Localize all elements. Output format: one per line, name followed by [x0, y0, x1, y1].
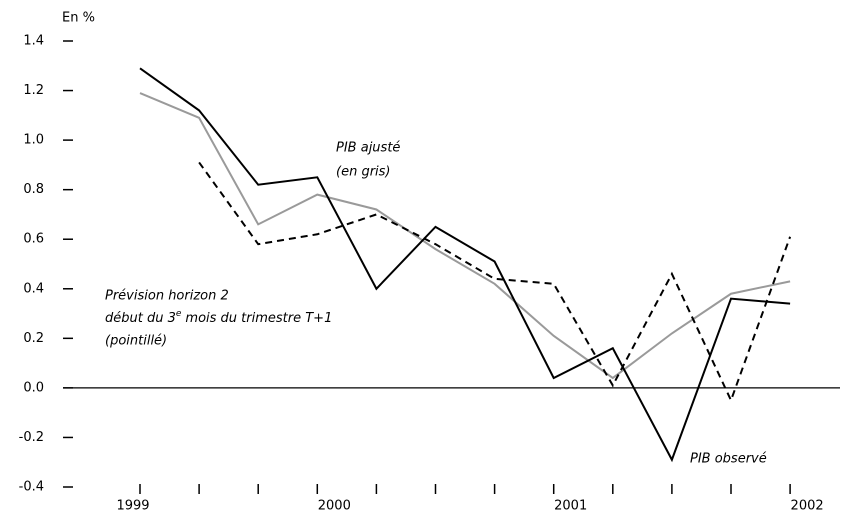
y-tick-label: 0.8	[23, 182, 44, 197]
annotation: PIB observé	[690, 452, 767, 467]
x-tick-label: 2001	[554, 499, 587, 514]
y-tick-label: 1.4	[23, 34, 44, 49]
series-line	[139, 92, 791, 380]
y-tick-label: 0.4	[23, 281, 44, 296]
annotation: PIB ajusté	[336, 141, 400, 156]
y-axis-label: En %	[62, 11, 95, 26]
annotation: (en gris)	[336, 165, 391, 180]
y-tick-label: 0.2	[23, 331, 44, 346]
annotation: début du 3e mois du trimestre T+1	[105, 309, 332, 326]
annotation: (pointillé)	[105, 334, 167, 349]
series-line	[139, 67, 791, 463]
annotation-part: début du 3	[105, 311, 176, 326]
series-line	[198, 161, 792, 403]
y-tick-label: 0.6	[23, 232, 44, 247]
x-tick-label: 2002	[791, 499, 824, 514]
annotation: Prévision horizon 2	[105, 289, 229, 304]
annotation-sup: e	[176, 309, 182, 319]
annotation-part: mois du trimestre T+1	[185, 311, 332, 326]
x-tick-label: 1999	[116, 499, 149, 514]
y-tick-label: 1.2	[23, 83, 44, 98]
y-tick-label: 0.0	[23, 380, 44, 395]
y-tick-label: -0.2	[19, 430, 44, 445]
y-tick-label: -0.4	[19, 480, 44, 495]
x-tick-label: 2000	[318, 499, 351, 514]
y-tick-label: 1.0	[23, 133, 44, 148]
